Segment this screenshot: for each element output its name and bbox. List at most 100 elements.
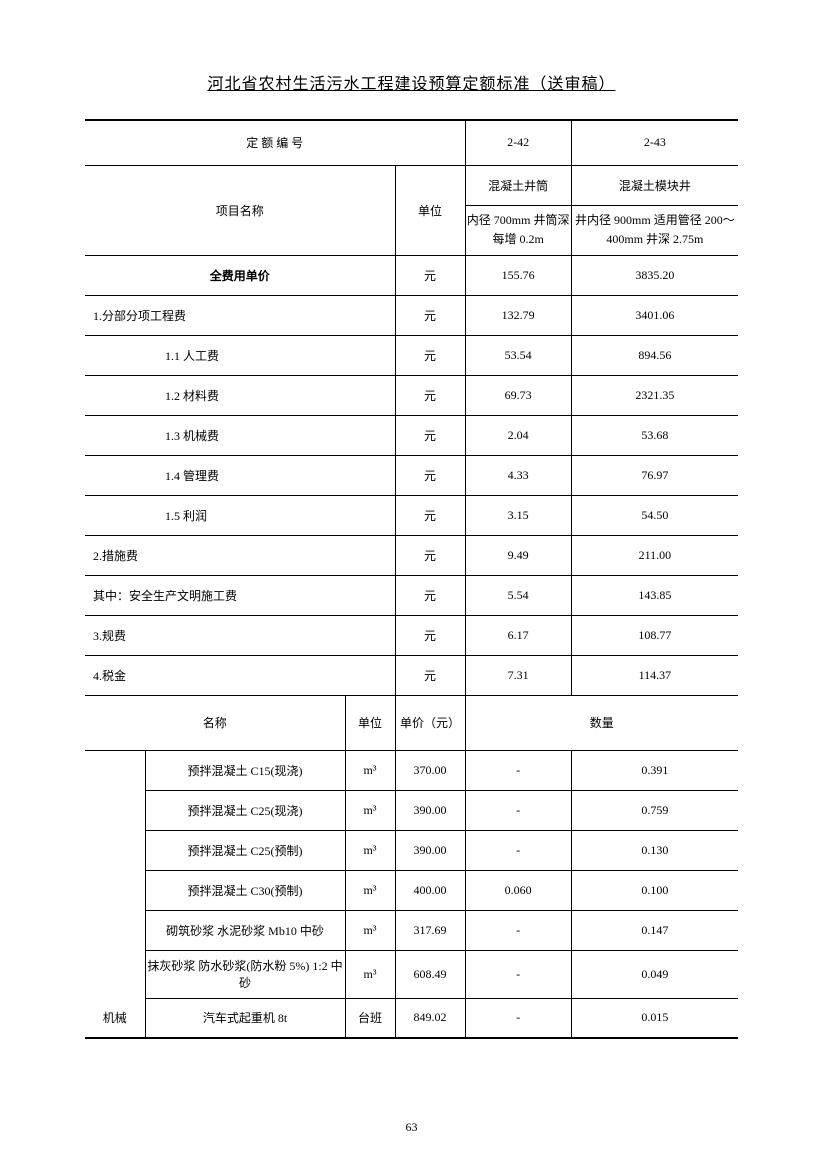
code-1: 2-42: [465, 120, 571, 165]
cost-unit: 元: [395, 335, 465, 375]
table-row: 1.1 人工费元53.54894.56: [85, 335, 738, 375]
material-q2: 0.147: [571, 910, 738, 950]
sub-2: 井内径 900mm 适用管径 200～400mm 井深 2.75m: [571, 205, 738, 255]
cost-v1: 155.76: [465, 255, 571, 295]
table-row: 砌筑砂浆 水泥砂浆 Mb10 中砂m³317.69-0.147: [85, 910, 738, 950]
cost-v2: 211.00: [571, 535, 738, 575]
material-q2: 0.759: [571, 790, 738, 830]
cost-label: 1.4 管理费: [85, 455, 395, 495]
cost-v2: 3401.06: [571, 295, 738, 335]
table-row: 1.5 利润元3.1554.50: [85, 495, 738, 535]
cost-v2: 108.77: [571, 615, 738, 655]
cost-unit: 元: [395, 415, 465, 455]
cost-v2: 76.97: [571, 455, 738, 495]
material-name: 预拌混凝土 C25(预制): [145, 830, 345, 870]
material-q2: 0.130: [571, 830, 738, 870]
material-name: 预拌混凝土 C30(预制): [145, 870, 345, 910]
cost-unit: 元: [395, 615, 465, 655]
cost-label: 1.分部分项工程费: [85, 295, 395, 335]
material-price: 370.00: [395, 750, 465, 790]
table-row: 1.2 材料费元69.732321.35: [85, 375, 738, 415]
machine-unit: 台班: [345, 998, 395, 1038]
material-unit: m³: [345, 870, 395, 910]
table-row: 名称 单位 单价（元） 数量: [85, 695, 738, 750]
material-cat: [85, 830, 145, 870]
table-row: 1.3 机械费元2.0453.68: [85, 415, 738, 455]
unit-label: 单位: [395, 165, 465, 255]
group-1: 混凝土井筒: [465, 165, 571, 205]
table-row: 定 额 编 号 2-42 2-43: [85, 120, 738, 165]
table-row: 机械 汽车式起重机 8t 台班 849.02 - 0.015: [85, 998, 738, 1038]
table-row: 预拌混凝土 C25(现浇)m³390.00-0.759: [85, 790, 738, 830]
material-name-label: 名称: [85, 695, 345, 750]
cost-unit: 元: [395, 255, 465, 295]
document-title: 河北省农村生活污水工程建设预算定额标准（送审稿）: [85, 70, 738, 94]
budget-table: 定 额 编 号 2-42 2-43 项目名称 单位 混凝土井筒 混凝土模块井 内…: [85, 119, 738, 1039]
machine-q1: -: [465, 998, 571, 1038]
cost-unit: 元: [395, 455, 465, 495]
machine-cat: 机械: [85, 998, 145, 1038]
cost-label: 3.规费: [85, 615, 395, 655]
cost-unit: 元: [395, 375, 465, 415]
table-row: 预拌混凝土 C30(预制)m³400.000.0600.100: [85, 870, 738, 910]
material-price: 400.00: [395, 870, 465, 910]
material-q1: -: [465, 750, 571, 790]
material-q1: -: [465, 790, 571, 830]
cost-label: 其中：安全生产文明施工费: [85, 575, 395, 615]
material-cat: [85, 910, 145, 950]
cost-label: 1.5 利润: [85, 495, 395, 535]
cost-v1: 4.33: [465, 455, 571, 495]
material-unit: m³: [345, 750, 395, 790]
material-name: 抹灰砂浆 防水砂浆(防水粉 5%) 1:2 中砂: [145, 950, 345, 998]
material-q2: 0.391: [571, 750, 738, 790]
item-label: 项目名称: [85, 165, 395, 255]
group-2: 混凝土模块井: [571, 165, 738, 205]
cost-v1: 69.73: [465, 375, 571, 415]
cost-v1: 2.04: [465, 415, 571, 455]
cost-v2: 53.68: [571, 415, 738, 455]
material-price: 317.69: [395, 910, 465, 950]
table-row: 预拌混凝土 C25(预制)m³390.00-0.130: [85, 830, 738, 870]
cost-v1: 7.31: [465, 655, 571, 695]
material-name: 砌筑砂浆 水泥砂浆 Mb10 中砂: [145, 910, 345, 950]
cost-label: 1.1 人工费: [85, 335, 395, 375]
material-name: 预拌混凝土 C25(现浇): [145, 790, 345, 830]
cost-unit: 元: [395, 535, 465, 575]
material-q2: 0.100: [571, 870, 738, 910]
machine-name: 汽车式起重机 8t: [145, 998, 345, 1038]
material-unit: m³: [345, 830, 395, 870]
material-price: 390.00: [395, 830, 465, 870]
cost-unit: 元: [395, 575, 465, 615]
cost-unit: 元: [395, 655, 465, 695]
table-row: 项目名称 单位 混凝土井筒 混凝土模块井: [85, 165, 738, 205]
cost-v1: 53.54: [465, 335, 571, 375]
table-row: 全费用单价元155.763835.20: [85, 255, 738, 295]
cost-v2: 3835.20: [571, 255, 738, 295]
machine-price: 849.02: [395, 998, 465, 1038]
page-number: 63: [0, 1120, 823, 1135]
material-cat: [85, 790, 145, 830]
cost-v2: 143.85: [571, 575, 738, 615]
material-cat: [85, 870, 145, 910]
table-row: 抹灰砂浆 防水砂浆(防水粉 5%) 1:2 中砂m³608.49-0.049: [85, 950, 738, 998]
cost-label: 1.2 材料费: [85, 375, 395, 415]
material-unit: m³: [345, 910, 395, 950]
cost-v1: 6.17: [465, 615, 571, 655]
table-row: 其中：安全生产文明施工费元5.54143.85: [85, 575, 738, 615]
material-q1: -: [465, 950, 571, 998]
material-qty-label: 数量: [465, 695, 738, 750]
cost-unit: 元: [395, 295, 465, 335]
sub-1: 内径 700mm 井筒深每增 0.2m: [465, 205, 571, 255]
cost-v1: 9.49: [465, 535, 571, 575]
table-row: 4.税金元7.31114.37: [85, 655, 738, 695]
material-unit-label: 单位: [345, 695, 395, 750]
cost-v2: 54.50: [571, 495, 738, 535]
material-price-label: 单价（元）: [395, 695, 465, 750]
cost-label: 全费用单价: [85, 255, 395, 295]
table-row: 预拌混凝土 C15(现浇)m³370.00-0.391: [85, 750, 738, 790]
cost-v1: 3.15: [465, 495, 571, 535]
machine-q2: 0.015: [571, 998, 738, 1038]
material-price: 390.00: [395, 790, 465, 830]
material-q2: 0.049: [571, 950, 738, 998]
material-q1: 0.060: [465, 870, 571, 910]
